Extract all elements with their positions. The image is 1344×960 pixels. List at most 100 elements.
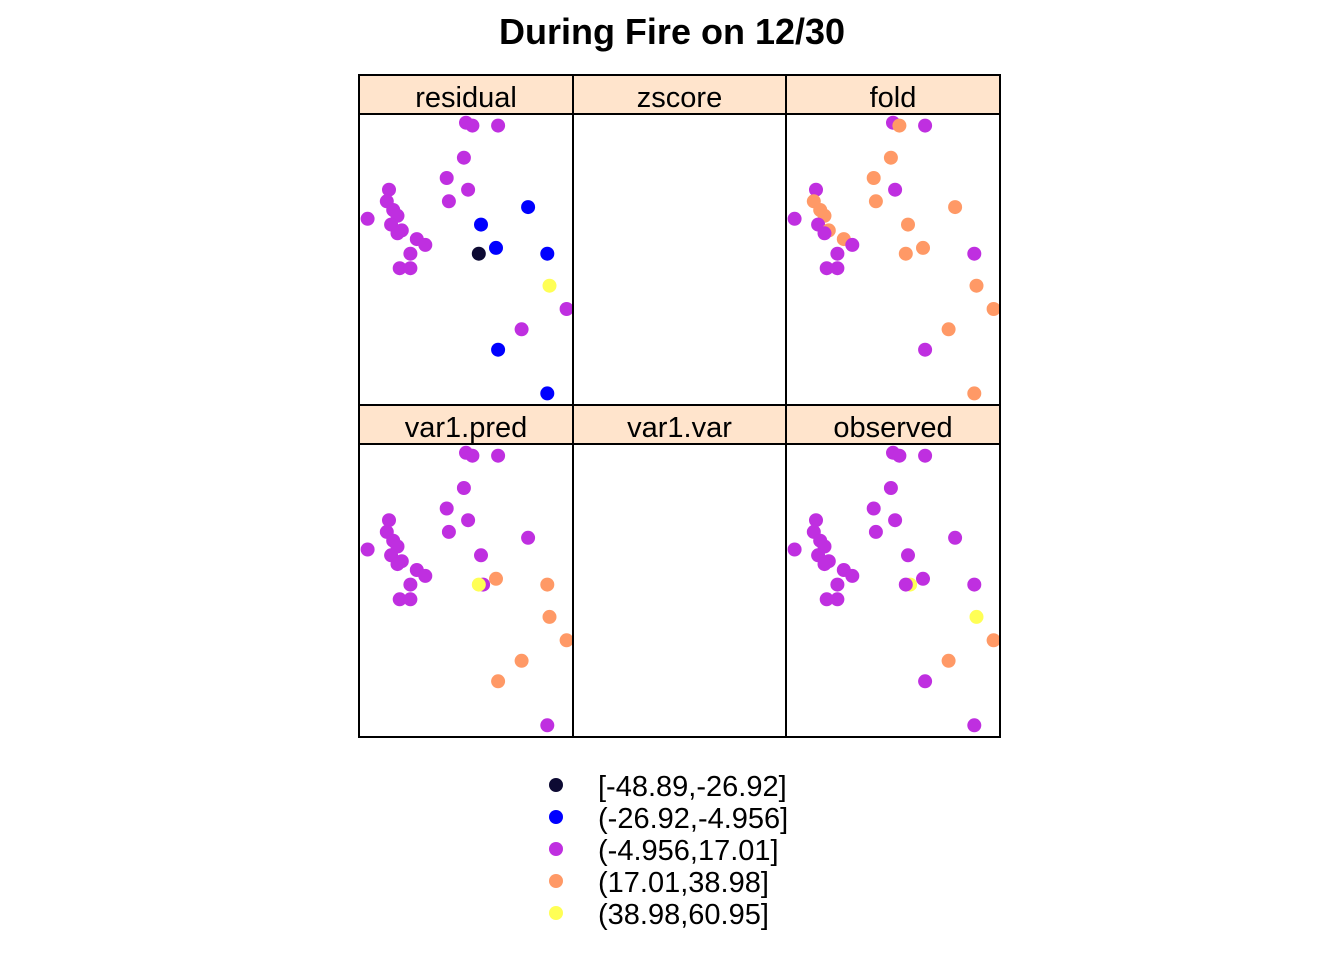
- data-point: [540, 246, 555, 261]
- panel-strip-label: zscore: [637, 82, 722, 114]
- data-point: [471, 246, 486, 261]
- data-point: [868, 194, 883, 209]
- data-point: [461, 182, 476, 197]
- data-point: [403, 261, 418, 276]
- panel-plot-area: [572, 113, 787, 406]
- panel-strip: [358, 74, 574, 115]
- data-point: [382, 182, 396, 197]
- panel-strip: [785, 404, 1001, 445]
- data-point: [491, 674, 506, 689]
- data-point: [456, 481, 471, 495]
- data-point: [883, 481, 898, 495]
- panel-strip: [358, 404, 574, 445]
- data-point: [390, 557, 405, 572]
- panel-strip-label: fold: [870, 82, 917, 114]
- data-point: [491, 342, 506, 357]
- data-point: [787, 211, 802, 226]
- data-point: [474, 548, 488, 563]
- legend-label: (-4.956,17.01]: [598, 835, 779, 867]
- data-point: [521, 200, 536, 215]
- legend-swatch: [549, 842, 563, 856]
- data-point: [489, 240, 503, 255]
- panel-strip: [572, 74, 787, 115]
- data-point: [542, 609, 557, 624]
- data-point: [918, 342, 933, 357]
- data-point: [441, 194, 456, 209]
- data-point: [830, 246, 845, 261]
- panels-layer: residual zscore fold var1.pred var1.var obser…: [358, 74, 1001, 738]
- data-point: [967, 577, 982, 592]
- legend-swatch: [549, 778, 563, 792]
- data-point: [465, 448, 480, 463]
- data-point: [360, 542, 375, 557]
- data-point: [439, 501, 454, 516]
- data-point: [830, 577, 845, 592]
- data-point: [521, 530, 536, 545]
- data-point: [830, 261, 845, 276]
- panel-plot-area: [572, 443, 787, 738]
- data-point: [489, 571, 503, 586]
- data-point: [817, 226, 832, 241]
- legend-item: (-26.92,-4.956]: [549, 803, 788, 835]
- panel-fold: fold: [785, 74, 1001, 406]
- data-point: [418, 568, 433, 583]
- chart-title: During Fire on 12/30: [499, 11, 845, 52]
- data-point: [439, 171, 454, 185]
- data-point: [948, 200, 963, 215]
- data-point: [392, 261, 407, 276]
- data-point: [918, 118, 933, 133]
- data-point: [471, 577, 486, 592]
- data-point: [892, 448, 907, 463]
- legend: [-48.89,-26.92](-26.92,-4.956](-4.956,17…: [549, 771, 788, 931]
- data-point: [941, 653, 956, 668]
- data-point: [986, 302, 1001, 316]
- data-point: [787, 542, 802, 557]
- data-point: [514, 322, 529, 337]
- data-point: [918, 674, 933, 689]
- data-point: [542, 278, 557, 293]
- data-point: [491, 448, 506, 463]
- data-point: [898, 577, 913, 592]
- legend-item: (17.01,38.98]: [549, 867, 769, 899]
- data-point: [817, 557, 832, 572]
- panel-points: [360, 445, 574, 733]
- data-point: [941, 322, 956, 337]
- data-point: [540, 718, 555, 733]
- data-point: [809, 513, 823, 528]
- panel-observed: observed: [785, 404, 1001, 738]
- data-point: [868, 524, 883, 539]
- data-point: [819, 261, 834, 276]
- data-point: [845, 568, 860, 583]
- data-point: [969, 609, 984, 624]
- legend-swatch: [549, 810, 563, 824]
- data-point: [866, 501, 881, 516]
- panel-strip-label: var1.var: [627, 412, 732, 444]
- data-point: [948, 530, 963, 545]
- data-point: [898, 246, 913, 261]
- legend-label: (-26.92,-4.956]: [598, 803, 788, 835]
- data-point: [559, 302, 574, 316]
- data-point: [916, 571, 930, 586]
- data-point: [403, 577, 418, 592]
- data-point: [892, 118, 907, 133]
- data-point: [441, 524, 456, 539]
- data-point: [360, 211, 375, 226]
- legend-label: (17.01,38.98]: [598, 867, 769, 899]
- data-point: [540, 386, 555, 401]
- data-point: [888, 182, 903, 197]
- data-point: [967, 246, 982, 261]
- data-point: [382, 513, 396, 528]
- data-point: [403, 246, 418, 261]
- data-point: [392, 592, 407, 607]
- panel-points: [787, 115, 1001, 401]
- data-point: [418, 237, 433, 252]
- data-point: [967, 386, 982, 401]
- data-point: [461, 513, 476, 528]
- data-point: [559, 633, 574, 648]
- panel-strip: [572, 404, 787, 445]
- legend-swatch: [549, 874, 563, 888]
- panel-var1-pred: var1.pred: [358, 404, 574, 738]
- panel-strip-label: residual: [415, 82, 517, 114]
- panel-zscore: zscore: [572, 74, 787, 406]
